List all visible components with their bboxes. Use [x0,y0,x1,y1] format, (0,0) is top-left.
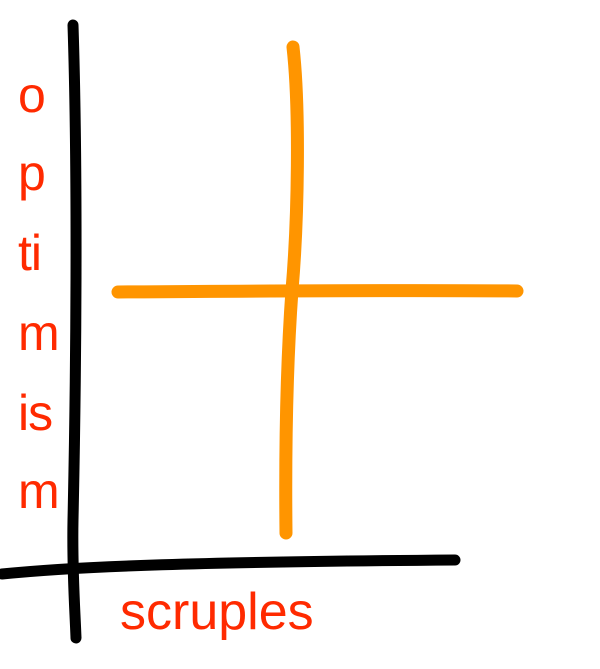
y-axis-label-line: p [18,145,46,201]
y-axis-label-line: m [18,305,60,361]
y-axis-line [67,19,82,644]
cross-horizontal-line [111,284,524,299]
y-axis-label-line: is [18,385,53,441]
y-axis-label-line: o [18,67,46,123]
y-axis-label-line: m [18,463,60,519]
y-axis-label-line: ti [18,225,42,281]
x-axis-line [0,554,461,580]
x-axis-label: scruples [120,583,314,641]
